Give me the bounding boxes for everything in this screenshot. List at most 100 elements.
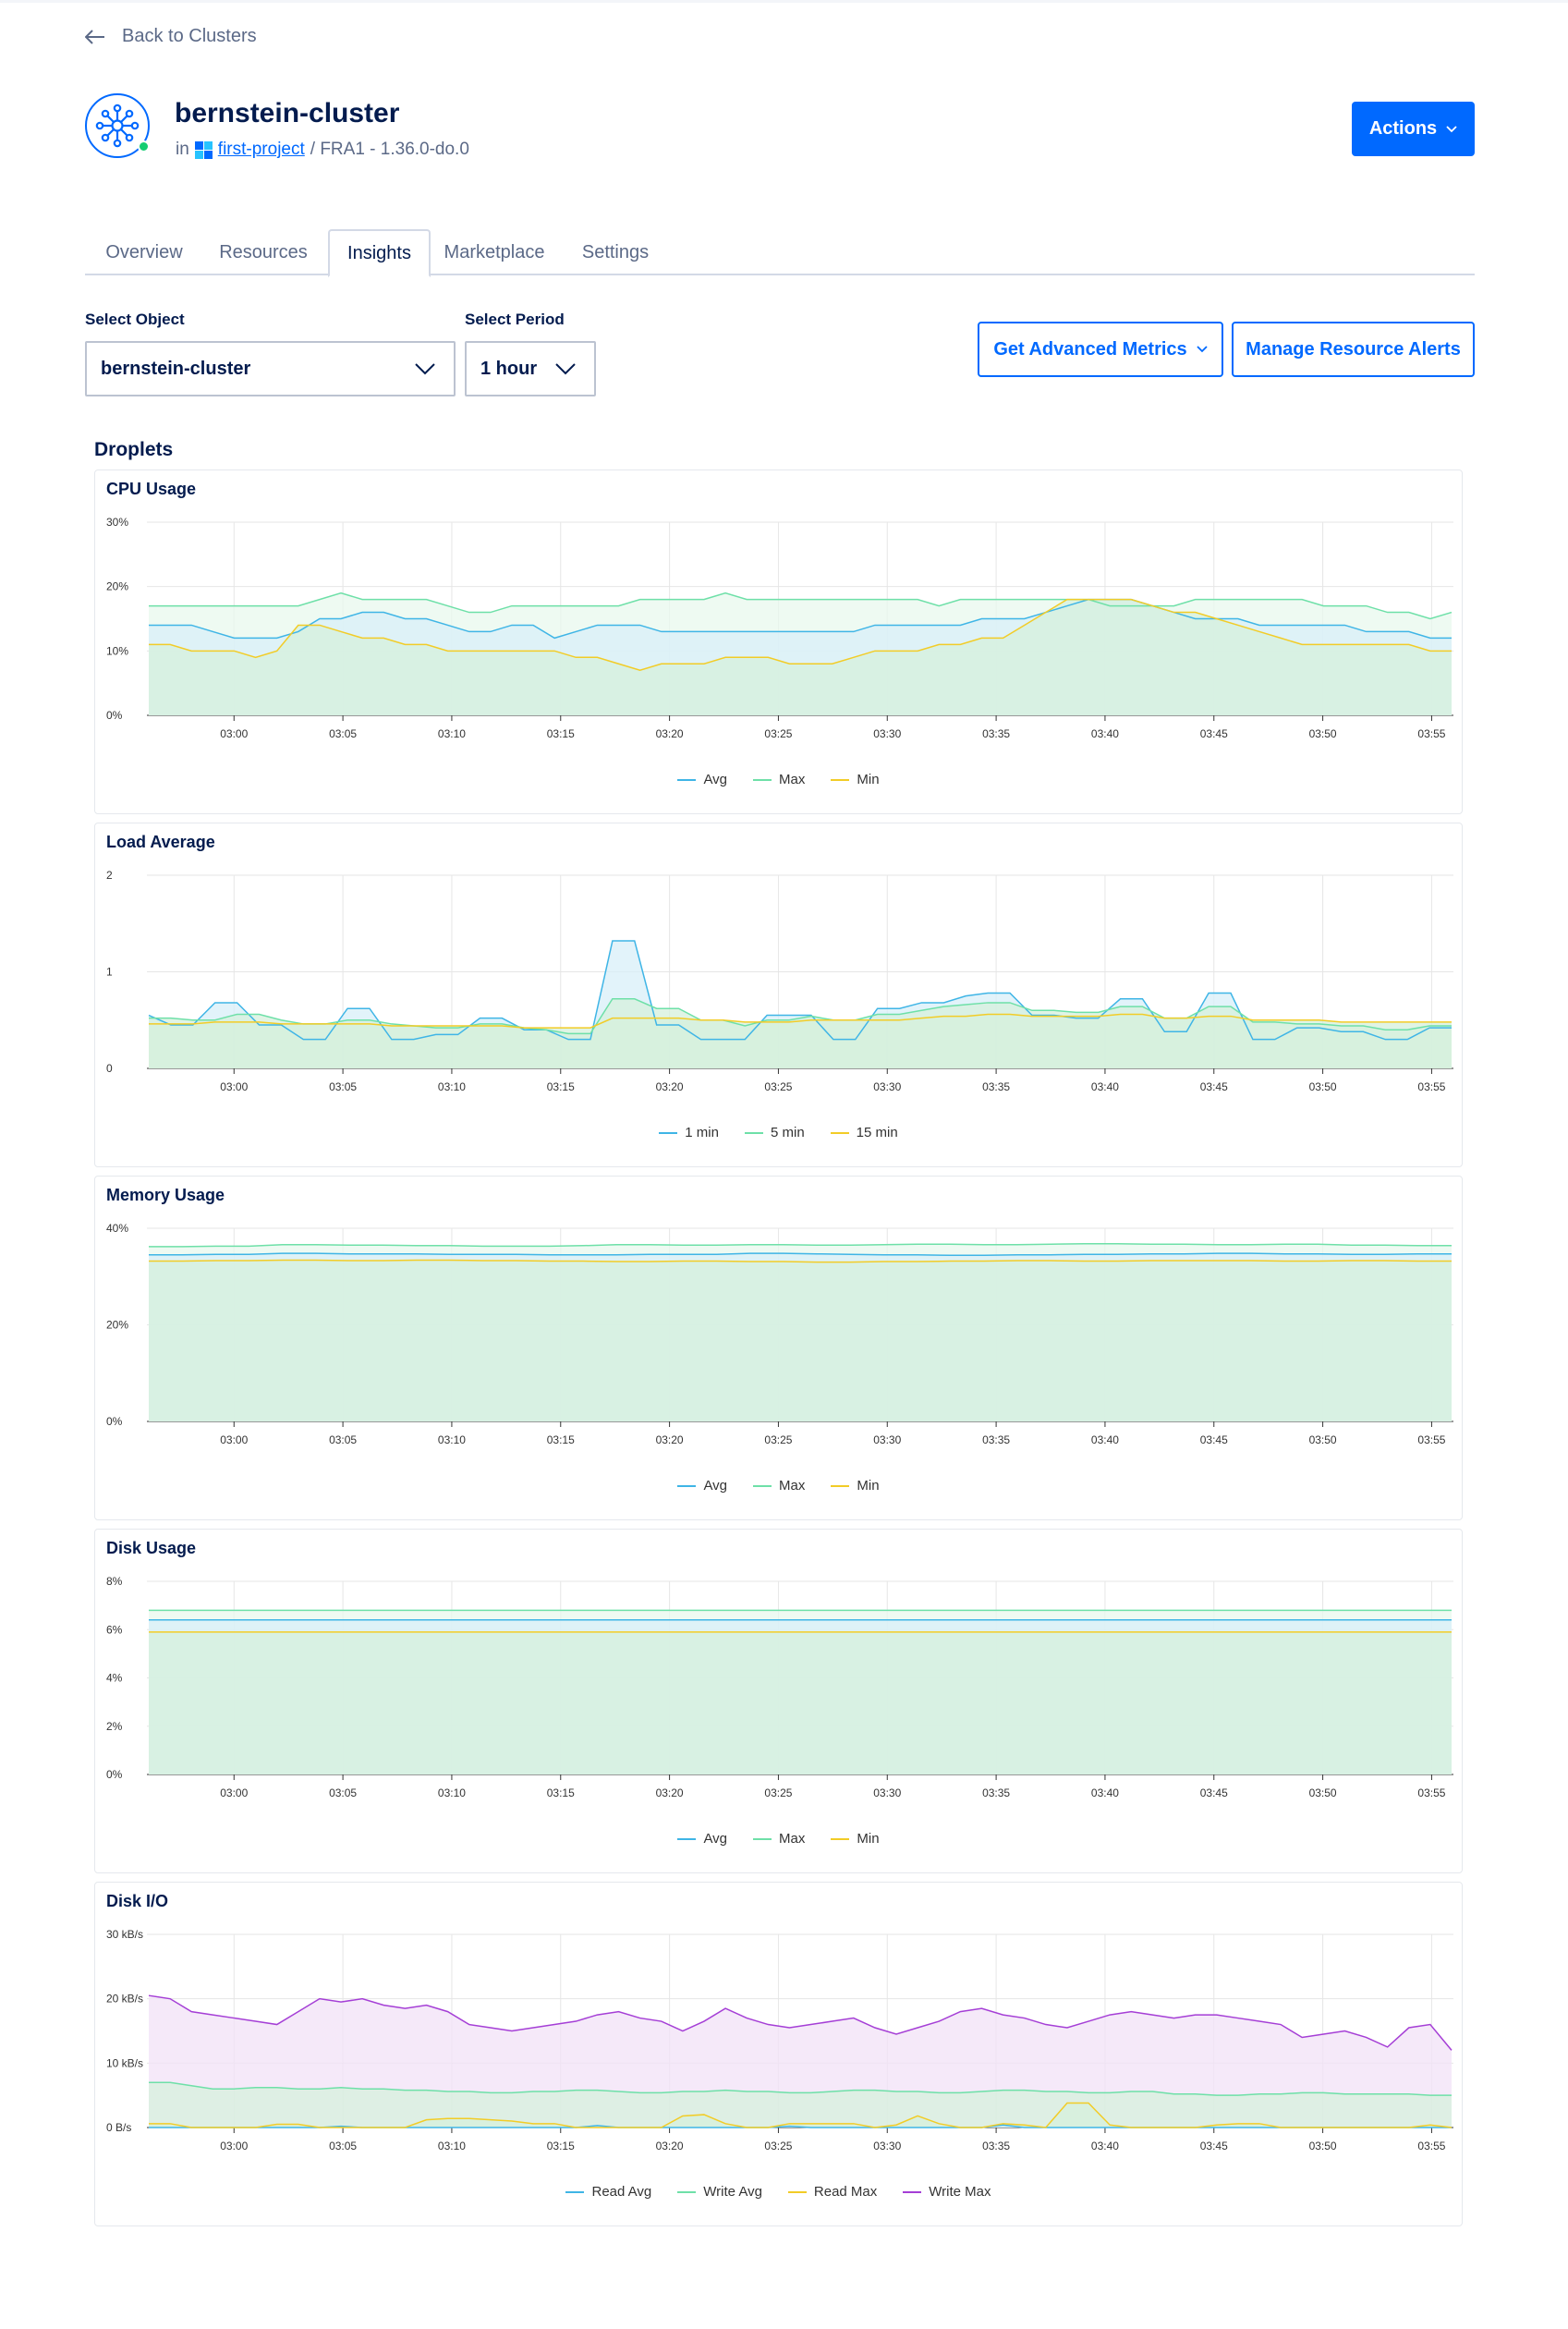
x-tick-label: 03:15 xyxy=(547,727,575,740)
chart-title: Load Average xyxy=(106,833,215,851)
legend-item[interactable]: Avg xyxy=(677,772,727,787)
legend-swatch xyxy=(659,1131,678,1134)
series-line xyxy=(149,1259,1452,1263)
y-tick-label: 2 xyxy=(106,869,113,882)
chevron-down-icon xyxy=(1446,125,1457,132)
series-line xyxy=(148,1994,1453,2051)
x-tick-label: 03:40 xyxy=(1091,1080,1119,1093)
chart-title: Disk I/O xyxy=(106,1892,169,1910)
legend-item[interactable]: Read Avg xyxy=(565,2184,651,2200)
x-tick-label: 03:10 xyxy=(438,727,466,740)
legend-label: Avg xyxy=(703,772,728,787)
x-tick-label: 03:25 xyxy=(764,1786,792,1799)
tab-settings[interactable]: Settings xyxy=(581,241,650,262)
x-tick-label: 03:25 xyxy=(764,727,792,740)
series-line xyxy=(149,998,1452,1035)
legend-item[interactable]: Min xyxy=(831,1478,880,1494)
x-tick-label: 03:00 xyxy=(220,2140,248,2152)
y-tick-label: 40% xyxy=(106,1222,128,1235)
legend-item[interactable]: Write Avg xyxy=(677,2184,762,2200)
y-tick-label: 0 xyxy=(106,1062,113,1075)
series-area xyxy=(149,1014,1452,1068)
legend-item[interactable]: Max xyxy=(753,772,805,787)
back-to-clusters-link[interactable]: Back to Clusters xyxy=(85,26,257,47)
select-object-label: Select Object xyxy=(85,311,185,328)
legend-swatch xyxy=(565,2190,585,2193)
y-tick-label: 0 B/s xyxy=(106,2121,131,2134)
chart-title: Disk Usage xyxy=(106,1539,197,1557)
tab-resources[interactable]: Resources xyxy=(219,241,308,262)
series-line xyxy=(149,598,1452,640)
legend-swatch xyxy=(677,1484,697,1487)
legend-item[interactable]: Max xyxy=(753,1831,805,1847)
actions-button[interactable]: Actions xyxy=(1352,102,1475,156)
x-tick-label: 03:05 xyxy=(329,1433,357,1446)
x-tick-label: 03:15 xyxy=(547,1433,575,1446)
select-period-value: 1 hour xyxy=(480,358,538,379)
legend-item[interactable]: Read Max xyxy=(787,2184,877,2200)
select-period-dropdown[interactable]: 1 hour xyxy=(465,341,596,396)
disk-usage-card: Disk Usage 8% 6% 4% 2% 0% 03:00 03:05 03:10 03:1… xyxy=(94,1529,1463,1873)
tab-bar: Overview Resources Insights Marketplace … xyxy=(85,229,1475,277)
x-tick-label: 03:35 xyxy=(982,1786,1010,1799)
legend-item[interactable]: 5 min xyxy=(744,1125,805,1140)
legend-item[interactable]: Avg xyxy=(677,1478,727,1494)
x-tick-label: 03:05 xyxy=(329,1080,357,1093)
manage-resource-alerts-button[interactable]: Manage Resource Alerts xyxy=(1232,322,1475,377)
advanced-metrics-label: Get Advanced Metrics xyxy=(993,338,1187,360)
chart-legend: 1 min 5 min 15 min xyxy=(95,1125,1462,1140)
chart-legend: Avg Max Min xyxy=(95,1478,1462,1494)
tab-marketplace[interactable]: Marketplace xyxy=(444,241,545,262)
legend-item[interactable]: Avg xyxy=(677,1831,727,1847)
series-line xyxy=(149,2102,1453,2128)
x-tick-label: 03:20 xyxy=(656,1433,684,1446)
y-tick-label: 6% xyxy=(106,1623,123,1636)
chevron-down-icon xyxy=(555,363,576,375)
x-tick-label: 03:00 xyxy=(220,1080,248,1093)
legend-swatch xyxy=(830,1131,849,1134)
in-label: in xyxy=(176,140,189,159)
series-line xyxy=(148,940,1452,1041)
x-tick-label: 03:35 xyxy=(982,727,1010,740)
series-line xyxy=(149,1252,1452,1257)
legend-label: Max xyxy=(779,772,806,787)
chevron-down-icon xyxy=(415,363,435,375)
series-area xyxy=(149,1631,1452,1774)
back-label: Back to Clusters xyxy=(122,26,257,46)
x-tick-label: 03:10 xyxy=(438,1786,466,1799)
select-object-value: bernstein-cluster xyxy=(101,358,251,379)
select-object-dropdown[interactable]: bernstein-cluster xyxy=(85,341,456,396)
y-tick-label: 30 kB/s xyxy=(106,1928,143,1941)
legend-item[interactable]: 15 min xyxy=(830,1125,898,1140)
x-tick-label: 03:35 xyxy=(982,2140,1010,2152)
x-tick-label: 03:50 xyxy=(1309,1786,1337,1799)
tab-overview[interactable]: Overview xyxy=(105,241,183,262)
chart-legend: Avg Max Min xyxy=(95,1831,1462,1847)
x-tick-label: 03:05 xyxy=(329,1786,357,1799)
x-tick-label: 03:20 xyxy=(656,2140,684,2152)
legend-item[interactable]: Write Max xyxy=(903,2184,991,2200)
y-tick-label: 10% xyxy=(106,644,128,657)
legend-label: Max xyxy=(779,1478,806,1494)
x-tick-label: 03:40 xyxy=(1091,727,1119,740)
legend-item[interactable]: Min xyxy=(831,1831,880,1847)
x-tick-label: 03:15 xyxy=(547,1786,575,1799)
legend-label: 15 min xyxy=(856,1125,898,1140)
legend-item[interactable]: Min xyxy=(831,772,880,787)
get-advanced-metrics-button[interactable]: Get Advanced Metrics xyxy=(978,322,1223,377)
x-tick-label: 03:45 xyxy=(1200,1080,1228,1093)
legend-item[interactable]: Max xyxy=(753,1478,805,1494)
x-tick-label: 03:15 xyxy=(547,1080,575,1093)
region-version: / FRA1 - 1.36.0-do.0 xyxy=(310,140,469,159)
x-tick-label: 03:20 xyxy=(656,1080,684,1093)
project-link[interactable]: first-project xyxy=(217,140,305,159)
legend-swatch xyxy=(787,2190,807,2193)
x-tick-label: 03:30 xyxy=(873,1080,901,1093)
legend-swatch xyxy=(677,1837,697,1840)
x-tick-label: 03:10 xyxy=(438,1433,466,1446)
section-title: Droplets xyxy=(94,439,174,460)
tab-insights[interactable]: Insights xyxy=(328,229,431,277)
x-tick-label: 03:50 xyxy=(1309,1080,1337,1093)
y-tick-label: 8% xyxy=(106,1575,123,1588)
legend-item[interactable]: 1 min xyxy=(659,1125,719,1140)
